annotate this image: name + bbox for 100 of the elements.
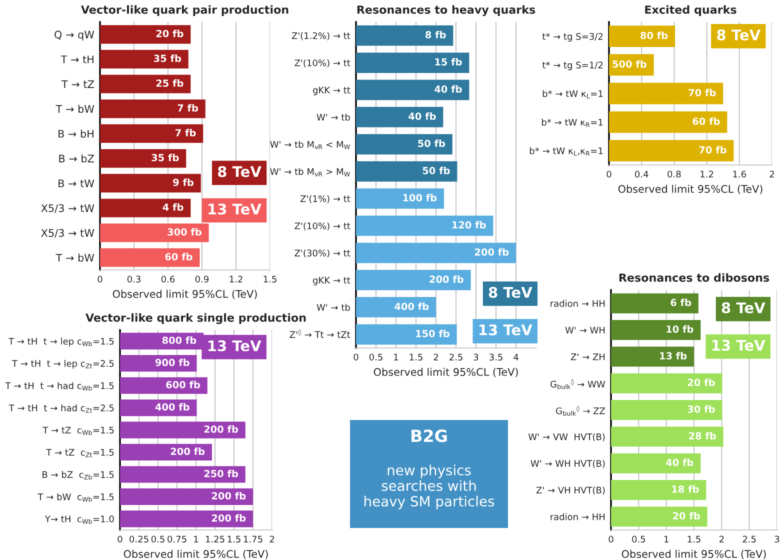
y-tick-label: Z'(1.2%) → tt	[292, 32, 350, 40]
bar	[100, 248, 200, 267]
chart-title: Vector-like quark single production	[86, 313, 306, 324]
bar	[100, 74, 191, 94]
y-tick-label: Z'$^{◊}$ → Tt → tZt	[290, 329, 350, 338]
x-tick-label: 3	[474, 354, 478, 361]
x-tick-label: 0	[354, 354, 358, 361]
x-tick-label: 1.75	[244, 536, 262, 543]
y-tick-label: W' → VW HVT(B)	[528, 433, 605, 442]
annotation: 100 fb	[403, 194, 437, 202]
bar	[100, 198, 191, 218]
x-tick-label: 0.3	[127, 276, 140, 283]
x-tick-label: 1.25	[206, 536, 224, 543]
bar	[356, 242, 516, 264]
annotation: 200 fb	[204, 425, 238, 433]
y-tick-label: Z'(10%) → tt	[294, 222, 350, 230]
annotation: 35 fb	[154, 54, 182, 62]
x-tick-label: 1.6	[733, 170, 746, 178]
bar	[120, 399, 197, 416]
series-label: 13 TeV	[208, 204, 262, 215]
y-tick-label: Z' → ZH	[570, 354, 605, 360]
annotation: 900 fb	[155, 358, 190, 366]
annotation: 200 fb	[474, 248, 509, 256]
y-tick-label: W' → WH	[565, 326, 605, 334]
series-label: 13 TeV	[479, 324, 532, 336]
y-tick-label: X5/3 → tW	[41, 229, 94, 238]
bar	[356, 324, 457, 345]
text: new physics searches with heavy SM particles	[364, 464, 494, 510]
bar	[120, 422, 246, 438]
x-tick-label: 2.5	[742, 536, 756, 543]
x-tick-label: 1.5	[688, 536, 700, 543]
annotation: 7 fb	[178, 104, 198, 112]
bar	[100, 174, 201, 192]
annotation: 250 fb	[204, 470, 238, 478]
annotation: 30 fb	[688, 405, 715, 413]
bar	[356, 188, 444, 209]
bar	[100, 100, 206, 118]
y-tick-label: T → tH	[60, 56, 94, 64]
y-tick-label: radion → HH	[550, 513, 605, 520]
annotation: 10 fb	[666, 325, 694, 333]
bar	[609, 140, 734, 162]
bar	[100, 50, 188, 68]
y-tick-label: radion → HH	[550, 300, 605, 307]
bar	[611, 400, 722, 420]
x-tick-label: 2	[434, 354, 438, 360]
bar	[611, 506, 708, 527]
chart-title: Resonances to dibosons	[619, 273, 770, 282]
x-tick-label: 0.5	[151, 536, 164, 543]
bar	[120, 377, 208, 394]
y-tick-label: gKK → tt	[312, 86, 350, 96]
x-tick-label: 3.5	[490, 354, 502, 361]
annotation: 50 fb	[418, 140, 446, 148]
y-tick-label: b* → tW κ$_{L}$=1	[542, 90, 603, 98]
annotation: 200 fb	[212, 492, 246, 500]
bar	[356, 297, 436, 318]
y-tick-label: T → tZ c$_{Zt}$=1.5	[46, 449, 114, 458]
y-tick-label: W' → tb M$_{νR}$ < M$_{W}$	[270, 140, 350, 150]
x-tick-label: 1	[394, 354, 398, 360]
x-tick-label: 0.8	[668, 170, 681, 178]
x-tick-label: 0	[608, 536, 614, 543]
annotation: 300 fb	[168, 228, 202, 236]
annotation: 40 fb	[666, 458, 694, 466]
annotation: 400 fb	[394, 302, 429, 310]
y-tick-label: W' → tb	[316, 114, 350, 121]
bar	[611, 480, 706, 500]
chart-title: Excited quarks	[645, 5, 736, 16]
bar	[100, 25, 191, 44]
annotation: 200 fb	[170, 448, 205, 456]
y-tick-label: B → bZ	[59, 154, 94, 163]
text: 8 TeV	[488, 286, 532, 298]
y-tick-label: Z'(10%) → tt	[294, 59, 350, 68]
annotation: 70 fb	[699, 146, 726, 154]
annotation: 200 fb	[430, 275, 464, 283]
x-axis-title: Observed limit 95%CL (TeV)	[374, 368, 518, 378]
y-tick-label: T → tH t → lep c$_{Wb}$=1.5	[8, 338, 114, 346]
bar	[356, 106, 444, 128]
bar	[120, 466, 246, 483]
chart-title: Vector-like quark pair production	[80, 5, 288, 16]
y-tick-label: Z'(1%) → tt	[300, 195, 350, 204]
y-tick-label: G$_{bulk}$$^{◊}$ → WW	[550, 378, 606, 390]
y-tick-label: B → tW	[58, 180, 94, 188]
y-tick-label: T → bW c$_{Wb}$=1.5	[38, 493, 114, 502]
annotation: 18 fb	[672, 485, 699, 493]
y-tick-label: t* → tg S=3/2	[542, 33, 603, 42]
y-tick-label: W' → tb	[316, 304, 350, 311]
bar	[611, 453, 701, 474]
annotation: 28 fb	[689, 432, 716, 440]
x-tick-label: 3	[774, 536, 780, 543]
y-tick-label: b* → tW κ$_{R}$=1	[542, 118, 603, 128]
y-tick-label: t* → tg S=1/2	[542, 62, 603, 70]
x-tick-label: 0.4	[635, 170, 648, 178]
y-tick-label: W' → tb M$_{νR}$ > M$_{W}$	[270, 168, 350, 176]
y-tick-label: T → tH t → had c$_{Zt}$=2.5	[8, 404, 114, 413]
annotation: 20 fb	[688, 378, 715, 386]
bar	[611, 346, 694, 367]
x-tick-label: 2	[719, 536, 724, 542]
bar	[609, 111, 728, 133]
y-tick-label: T → tH t → lep c$_{Zt}$=2.5	[12, 360, 114, 369]
x-tick-label: 1.5	[264, 276, 276, 283]
bar	[356, 52, 470, 73]
